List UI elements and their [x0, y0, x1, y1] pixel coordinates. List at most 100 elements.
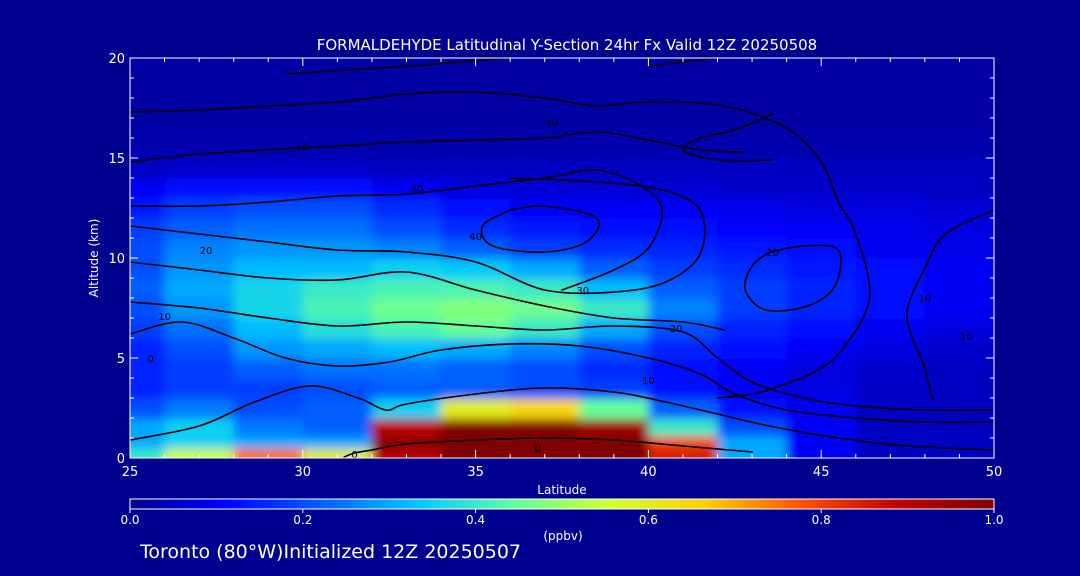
heatmap-cell	[786, 318, 857, 339]
heatmap-cell	[786, 178, 857, 199]
heatmap-cell	[371, 258, 442, 279]
heatmap-cell	[164, 278, 235, 299]
heatmap-cell	[510, 198, 581, 219]
heatmap-cell	[302, 298, 373, 319]
heatmap-cell	[786, 83, 857, 129]
heatmap-cell	[924, 278, 978, 299]
heatmap-cell	[717, 238, 788, 259]
contour-line	[130, 301, 994, 412]
y-axis-label: Altitude (km)	[87, 219, 101, 298]
heatmap-cell	[579, 238, 650, 259]
heatmap-cell	[441, 358, 512, 379]
heatmap-cell	[441, 258, 512, 279]
x-tick-label: 45	[813, 465, 830, 480]
heatmap-cell	[164, 178, 235, 199]
heatmap-cell	[441, 238, 512, 259]
heatmap-cell	[371, 198, 442, 219]
heatmap-cell	[648, 218, 719, 239]
heatmap-cell	[371, 318, 442, 339]
heatmap-cell	[579, 58, 650, 84]
heatmap-cell	[717, 435, 788, 449]
heatmap-cell	[786, 398, 857, 419]
heatmap-cell	[302, 178, 373, 199]
x-axis-label: Latitude	[537, 483, 586, 497]
heatmap-cell	[717, 158, 788, 179]
heatmap-cell	[371, 58, 442, 84]
heatmap-cell	[924, 435, 978, 449]
heatmap-cell	[164, 358, 235, 379]
init-info-text: Toronto (80°W)Initialized 12Z 20250507	[140, 541, 522, 563]
contour-label: 0	[148, 354, 154, 365]
colorbar-unit-label: (ppbv)	[543, 529, 582, 543]
heatmap-cell	[302, 398, 373, 419]
heatmap-cell	[233, 435, 304, 449]
heatmap-cell	[976, 238, 994, 259]
heatmap-cell	[924, 448, 978, 458]
heatmap-cell	[130, 398, 166, 419]
heatmap-cell	[648, 318, 719, 339]
heatmap-cell	[924, 238, 978, 259]
heatmap-cell	[976, 448, 994, 458]
heatmap-cell	[233, 58, 304, 84]
heatmap-cell	[648, 258, 719, 279]
heatmap-cell	[130, 378, 166, 399]
heatmap-cell	[164, 58, 235, 84]
heatmap-cell	[717, 338, 788, 359]
heatmap-cell	[976, 178, 994, 199]
heatmap-cell	[233, 158, 304, 179]
heatmap-cell	[717, 178, 788, 199]
heatmap-cell	[371, 278, 442, 299]
heatmap-cell	[786, 218, 857, 239]
contour-label: 10	[919, 294, 932, 305]
heatmap-cell	[371, 218, 442, 239]
heatmap-cell	[441, 83, 512, 129]
heatmap-cell	[579, 358, 650, 379]
heatmap-cell	[717, 218, 788, 239]
heatmap-cell	[717, 278, 788, 299]
heatmap-cell	[130, 158, 166, 179]
heatmap-cell	[302, 198, 373, 219]
heatmap-cell	[976, 435, 994, 449]
heatmap-cell	[164, 258, 235, 279]
heatmap-cell	[976, 158, 994, 179]
heatmap-cell	[510, 178, 581, 199]
heatmap-cell	[302, 158, 373, 179]
heatmap-cell	[579, 298, 650, 319]
heatmap-cell	[648, 448, 719, 458]
heatmap-cell	[717, 398, 788, 419]
heatmap-cell	[164, 83, 235, 129]
contour-lines	[130, 58, 994, 458]
heatmap-cell	[371, 398, 442, 419]
heatmap-cell	[233, 278, 304, 299]
contour-line	[284, 58, 511, 75]
heatmap-cell	[130, 278, 166, 299]
heatmap-cell	[233, 298, 304, 319]
heatmap-cell	[924, 158, 978, 179]
heatmap-cell	[924, 398, 978, 419]
heatmap-cell	[648, 398, 719, 419]
heatmap-cell	[130, 58, 166, 84]
heatmap-cell	[976, 398, 994, 419]
heatmap-cell	[233, 358, 304, 379]
heatmap-cell	[510, 358, 581, 379]
contour-label: 20	[670, 324, 683, 335]
contour-label: 20	[200, 246, 213, 257]
heatmap-cell	[441, 198, 512, 219]
heatmap-cell	[302, 318, 373, 339]
heatmap-cell	[371, 448, 442, 458]
heatmap-cell	[855, 238, 926, 259]
heatmap-cell	[510, 448, 581, 458]
heatmap-cell	[579, 278, 650, 299]
heatmap-cell	[579, 378, 650, 399]
heatmap-cell	[976, 318, 994, 339]
heatmap-cell	[510, 318, 581, 339]
y-tick-label: 0	[117, 452, 125, 467]
contour-labels: 0 0 10 20 30 10 20 30 40 20 10 10 10 10 0	[148, 118, 973, 461]
heatmap-cell	[233, 178, 304, 199]
heatmap-cell	[441, 338, 512, 359]
heatmap-cell	[302, 338, 373, 359]
heatmap-cell	[371, 83, 442, 129]
heatmap-cell	[648, 298, 719, 319]
heatmap-cell	[976, 128, 994, 159]
